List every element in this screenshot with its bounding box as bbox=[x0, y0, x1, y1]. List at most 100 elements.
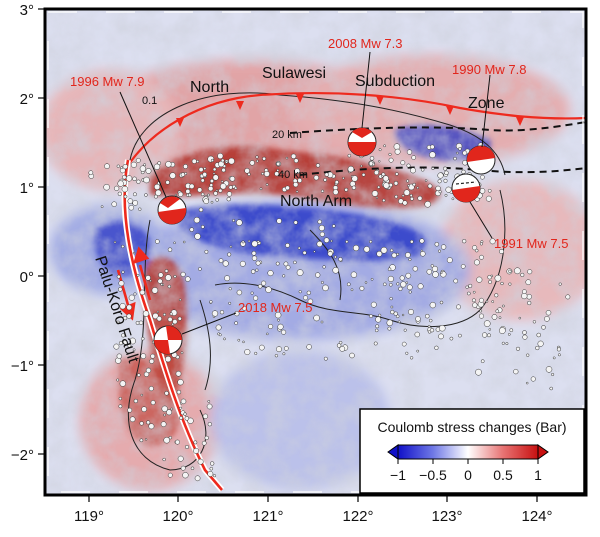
seismic-event bbox=[160, 283, 164, 286]
seismic-event bbox=[400, 281, 407, 288]
seismic-event bbox=[217, 152, 224, 160]
seismic-event bbox=[293, 220, 298, 225]
seismic-event bbox=[215, 189, 219, 192]
seismic-event bbox=[427, 183, 433, 189]
seismic-event bbox=[438, 333, 444, 340]
seismic-event bbox=[345, 240, 349, 244]
trench-tooth bbox=[376, 96, 384, 105]
eq-label-1991: 1991 Mw 7.5 bbox=[494, 236, 568, 251]
seismic-event bbox=[111, 201, 117, 207]
seismic-event bbox=[330, 239, 333, 243]
seismic-event bbox=[149, 358, 155, 364]
seismic-event bbox=[479, 242, 483, 246]
seismic-event bbox=[122, 339, 128, 345]
seismic-event bbox=[303, 295, 308, 301]
seismic-event bbox=[255, 268, 259, 272]
seismic-event bbox=[541, 325, 546, 330]
legend-tick-label: −1 bbox=[390, 467, 406, 483]
seismic-event bbox=[456, 151, 459, 155]
seismic-event bbox=[177, 191, 184, 197]
seismic-event bbox=[394, 148, 401, 155]
seismic-event bbox=[122, 315, 128, 321]
seismic-event bbox=[320, 320, 324, 324]
seismic-event bbox=[378, 148, 382, 152]
seismic-event bbox=[207, 400, 211, 403]
seismic-event bbox=[173, 274, 177, 279]
seismic-event bbox=[242, 305, 247, 311]
seismic-event bbox=[336, 343, 342, 348]
seismic-event bbox=[142, 310, 150, 317]
seismic-event bbox=[297, 246, 301, 250]
beachball-compression bbox=[158, 208, 187, 225]
seismic-event bbox=[490, 274, 494, 278]
seismic-event bbox=[250, 291, 254, 295]
seismic-event bbox=[522, 330, 527, 335]
seismic-event bbox=[202, 413, 209, 419]
seismic-event bbox=[350, 175, 354, 178]
seismic-event bbox=[156, 310, 160, 314]
seismic-event bbox=[139, 438, 144, 443]
seismic-event bbox=[200, 192, 205, 197]
seismic-event bbox=[409, 193, 413, 198]
seismic-event bbox=[393, 143, 401, 150]
seismic-event bbox=[545, 366, 553, 373]
seismic-event bbox=[405, 252, 411, 258]
seismic-event bbox=[143, 176, 150, 184]
seismic-event bbox=[138, 320, 144, 326]
seismic-event bbox=[369, 240, 373, 244]
seismic-event bbox=[408, 290, 412, 294]
palu-koro-fault bbox=[123, 159, 223, 491]
seismic-event bbox=[388, 157, 394, 163]
seismic-event bbox=[212, 474, 217, 478]
seismic-event bbox=[387, 326, 392, 331]
seismic-event bbox=[438, 190, 442, 194]
beachball-compression bbox=[466, 145, 495, 162]
seismic-event bbox=[424, 201, 431, 208]
seismic-event bbox=[383, 144, 386, 148]
seismic-event bbox=[481, 332, 488, 338]
seismic-event bbox=[254, 351, 258, 355]
seismic-event bbox=[350, 271, 358, 278]
seismic-event bbox=[429, 144, 435, 150]
seismic-event bbox=[129, 416, 136, 423]
seismic-event bbox=[472, 245, 478, 251]
seismic-event bbox=[193, 447, 200, 454]
seismic-event bbox=[139, 165, 147, 172]
seismic-event bbox=[202, 172, 208, 177]
seismic-event bbox=[116, 378, 120, 382]
seismic-event bbox=[153, 194, 158, 199]
seismic-event bbox=[346, 282, 351, 287]
seismic-event bbox=[255, 260, 261, 266]
seismic-event bbox=[132, 200, 139, 206]
seismic-event bbox=[182, 472, 189, 479]
seismic-event bbox=[527, 300, 532, 306]
seismic-event bbox=[429, 328, 435, 333]
seismic-event bbox=[491, 300, 495, 303]
seismic-event bbox=[488, 280, 493, 284]
seismic-event bbox=[259, 187, 263, 191]
seismic-event bbox=[420, 251, 426, 257]
seismic-event bbox=[408, 308, 414, 315]
seismic-event bbox=[453, 278, 459, 284]
seismic-event bbox=[349, 352, 355, 359]
seismic-event bbox=[229, 176, 236, 182]
seismic-event bbox=[403, 328, 407, 332]
seismic-event bbox=[139, 421, 144, 426]
seismic-event bbox=[417, 283, 424, 290]
seismic-event bbox=[552, 356, 556, 360]
seismic-event bbox=[209, 178, 214, 184]
seismic-event bbox=[146, 420, 151, 425]
seismic-event bbox=[224, 275, 231, 282]
seismic-event bbox=[104, 163, 110, 170]
seismic-event bbox=[163, 413, 167, 417]
seismic-event bbox=[117, 191, 122, 196]
seismic-event bbox=[239, 260, 246, 267]
seismic-event bbox=[440, 244, 447, 250]
seismic-event bbox=[220, 183, 227, 190]
seismic-event bbox=[113, 185, 120, 192]
seismic-event bbox=[157, 278, 163, 284]
seismic-event bbox=[350, 288, 354, 292]
seismic-event bbox=[140, 353, 147, 359]
seismic-event bbox=[206, 403, 213, 410]
